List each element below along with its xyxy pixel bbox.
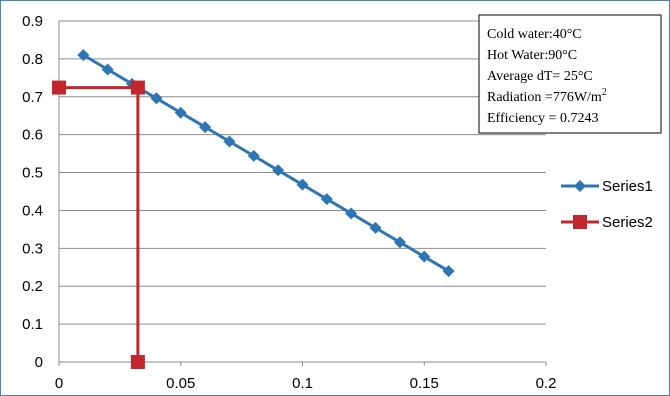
data-point bbox=[247, 149, 260, 162]
annotation-line: Cold water:40°C bbox=[487, 27, 582, 42]
annotation-line: Radiation =776W/m2 bbox=[487, 87, 607, 105]
x-tick-label: 0 bbox=[55, 375, 63, 392]
annotation-text: Efficiency = 0.7243 bbox=[487, 111, 598, 126]
y-tick-label: 0.3 bbox=[22, 240, 43, 257]
data-point bbox=[52, 80, 66, 95]
annotation-line: Average dT= 25°C bbox=[487, 69, 593, 84]
legend-swatch-marker bbox=[573, 215, 587, 229]
legend: Series1 Series2 bbox=[561, 178, 653, 231]
data-point bbox=[345, 207, 358, 220]
y-tick-label: 0.2 bbox=[22, 278, 43, 295]
y-tick-label: 0.7 bbox=[22, 89, 43, 106]
annotation-line: Efficiency = 0.7243 bbox=[487, 111, 598, 126]
data-point bbox=[223, 135, 236, 148]
legend-label: Series1 bbox=[602, 178, 653, 195]
data-point bbox=[150, 92, 163, 105]
data-point bbox=[442, 265, 455, 278]
annotation-box: Cold water:40°C Hot Water:90°C Average dT=… bbox=[478, 14, 662, 134]
annotation-border bbox=[478, 14, 662, 134]
y-tick-label: 0.9 bbox=[22, 13, 43, 30]
series-2 bbox=[52, 80, 145, 369]
annotation-text: Average dT= 25°C bbox=[487, 69, 593, 84]
legend-label: Series2 bbox=[602, 214, 653, 231]
data-point bbox=[272, 164, 285, 177]
y-tick-label: 0.5 bbox=[22, 165, 43, 182]
y-tick-label: 0 bbox=[35, 354, 43, 371]
y-tick-label: 0.1 bbox=[22, 316, 43, 333]
annotation-text: Hot Water:90°C bbox=[487, 48, 577, 63]
x-tick-label: 0.2 bbox=[536, 375, 557, 392]
data-point bbox=[369, 221, 382, 234]
y-tick-label: 0.6 bbox=[22, 127, 43, 144]
data-point bbox=[77, 49, 90, 62]
legend-swatch-marker bbox=[574, 180, 586, 192]
series-line bbox=[59, 86, 140, 362]
annotation-superscript: 2 bbox=[602, 87, 607, 98]
annotation-text: Radiation =776W/m bbox=[487, 90, 602, 105]
data-point bbox=[418, 250, 431, 263]
data-point bbox=[320, 193, 333, 206]
annotation-line: Hot Water:90°C bbox=[487, 48, 577, 63]
data-point bbox=[130, 80, 145, 95]
x-tick-label: 0.1 bbox=[292, 375, 313, 392]
y-tick-label: 0.8 bbox=[22, 51, 43, 68]
x-tick-label: 0.05 bbox=[166, 375, 195, 392]
data-point bbox=[199, 121, 212, 134]
data-point bbox=[296, 178, 309, 191]
data-point bbox=[101, 63, 114, 76]
data-point bbox=[174, 106, 187, 119]
x-tick-label: 0.15 bbox=[410, 375, 439, 392]
data-point bbox=[130, 355, 145, 369]
annotation-text: Cold water:40°C bbox=[487, 27, 582, 42]
y-tick-label: 0.4 bbox=[22, 202, 43, 219]
data-point bbox=[393, 236, 406, 249]
